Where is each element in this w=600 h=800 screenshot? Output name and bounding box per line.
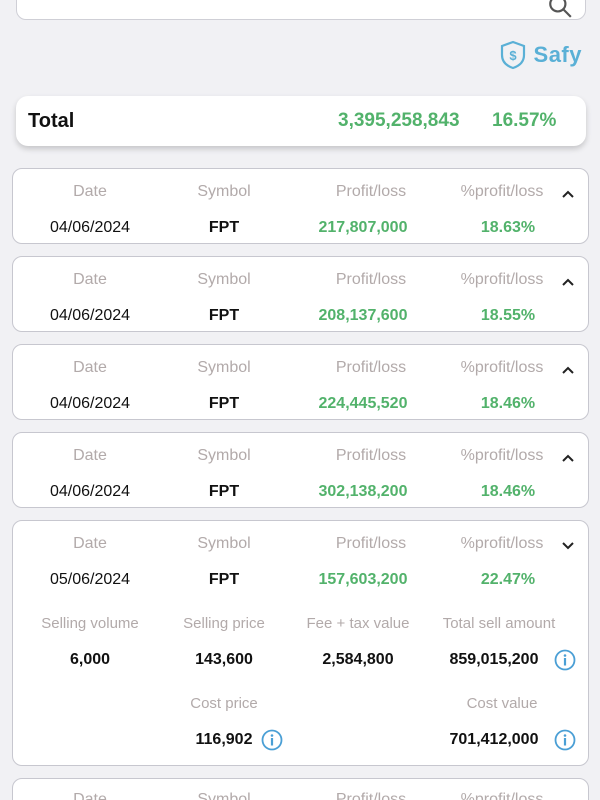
trade-profit-loss: 224,445,520 — [318, 395, 408, 412]
brand-logo: $ Safy — [500, 40, 582, 70]
trade-profit-loss: 157,603,200 — [318, 571, 408, 588]
total-summary: Total 3,395,258,843 16.57% — [16, 96, 586, 146]
header-fee-tax: Fee + tax value — [306, 615, 410, 632]
total-sell-value: 859,015,200 — [449, 651, 539, 668]
header-date: Date — [73, 183, 107, 200]
trade-symbol: FPT — [208, 219, 240, 236]
svg-text:$: $ — [509, 48, 517, 63]
header-date: Date — [73, 447, 107, 464]
total-percent: 16.57% — [492, 110, 557, 131]
trade-profit-loss: 302,138,200 — [318, 483, 408, 500]
header-date: Date — [73, 535, 107, 552]
cost-price-value: 116,902 — [195, 731, 253, 748]
header-symbol: Symbol — [197, 447, 251, 464]
trade-percent: 18.46% — [480, 395, 536, 412]
trade-card[interactable]: Date Symbol Profit/loss %profit/loss — [12, 778, 589, 800]
trade-date: 04/06/2024 — [49, 219, 131, 236]
header-total-sell: Total sell amount — [442, 615, 556, 632]
header-symbol: Symbol — [197, 183, 251, 200]
header-date: Date — [73, 271, 107, 288]
trade-card[interactable]: Date Symbol Profit/loss %profit/loss 04/… — [12, 256, 589, 332]
trade-symbol: FPT — [208, 483, 240, 500]
header-symbol: Symbol — [197, 271, 251, 288]
total-value: 3,395,258,843 — [338, 110, 460, 131]
trade-percent: 18.55% — [480, 307, 536, 324]
trade-symbol: FPT — [208, 395, 240, 412]
trade-card[interactable]: Date Symbol Profit/loss %profit/loss 04/… — [12, 168, 589, 244]
trade-date: 04/06/2024 — [49, 307, 131, 324]
header-date: Date — [73, 359, 107, 376]
trade-date: 04/06/2024 — [49, 483, 131, 500]
header-profit-loss: Profit/loss — [335, 271, 407, 288]
total-label: Total — [28, 109, 75, 132]
header-symbol: Symbol — [197, 359, 251, 376]
trade-date: 04/06/2024 — [49, 395, 131, 412]
header-symbol: Symbol — [197, 535, 251, 552]
cost-value-value: 701,412,000 — [449, 731, 539, 748]
search-icon[interactable] — [547, 0, 573, 19]
trade-profit-loss: 217,807,000 — [318, 219, 408, 236]
header-percent: %profit/loss — [460, 791, 544, 800]
header-profit-loss: Profit/loss — [335, 535, 407, 552]
chevron-up-icon[interactable] — [560, 362, 576, 378]
chevron-up-icon[interactable] — [560, 274, 576, 290]
trade-date: 05/06/2024 — [49, 571, 131, 588]
trade-percent: 22.47% — [480, 571, 536, 588]
header-symbol: Symbol — [197, 791, 251, 800]
brand-name: Safy — [533, 42, 582, 67]
trade-profit-loss: 208,137,600 — [318, 307, 408, 324]
info-icon[interactable] — [554, 649, 576, 671]
selling-volume-value: 6,000 — [69, 651, 111, 668]
shield-icon: $ — [500, 40, 525, 70]
header-cost-value: Cost value — [466, 695, 538, 712]
trade-card[interactable]: Date Symbol Profit/loss %profit/loss 04/… — [12, 432, 589, 508]
trade-card[interactable]: Date Symbol Profit/loss %profit/loss 04/… — [12, 344, 589, 420]
fee-tax-value: 2,584,800 — [322, 651, 394, 668]
header-percent: %profit/loss — [460, 183, 544, 200]
info-icon[interactable] — [261, 729, 283, 751]
chevron-up-icon[interactable] — [560, 186, 576, 202]
info-icon[interactable] — [554, 729, 576, 751]
trade-percent: 18.46% — [480, 483, 536, 500]
header-selling-volume: Selling volume — [41, 615, 139, 632]
header-profit-loss: Profit/loss — [335, 791, 407, 800]
header-percent: %profit/loss — [460, 359, 544, 376]
trade-symbol: FPT — [208, 307, 240, 324]
trade-percent: 18.63% — [480, 219, 536, 236]
search-input[interactable] — [16, 0, 586, 20]
trade-card-expanded[interactable]: Date Symbol Profit/loss %profit/loss 05/… — [12, 520, 589, 766]
header-date: Date — [73, 791, 107, 800]
header-percent: %profit/loss — [460, 535, 544, 552]
trade-symbol: FPT — [208, 571, 240, 588]
selling-price-value: 143,600 — [195, 651, 253, 668]
chevron-down-icon[interactable] — [560, 538, 576, 554]
header-profit-loss: Profit/loss — [335, 359, 407, 376]
header-percent: %profit/loss — [460, 271, 544, 288]
header-profit-loss: Profit/loss — [335, 183, 407, 200]
chevron-up-icon[interactable] — [560, 450, 576, 466]
header-selling-price: Selling price — [183, 615, 265, 632]
header-percent: %profit/loss — [460, 447, 544, 464]
header-cost-price: Cost price — [190, 695, 258, 712]
header-profit-loss: Profit/loss — [335, 447, 407, 464]
